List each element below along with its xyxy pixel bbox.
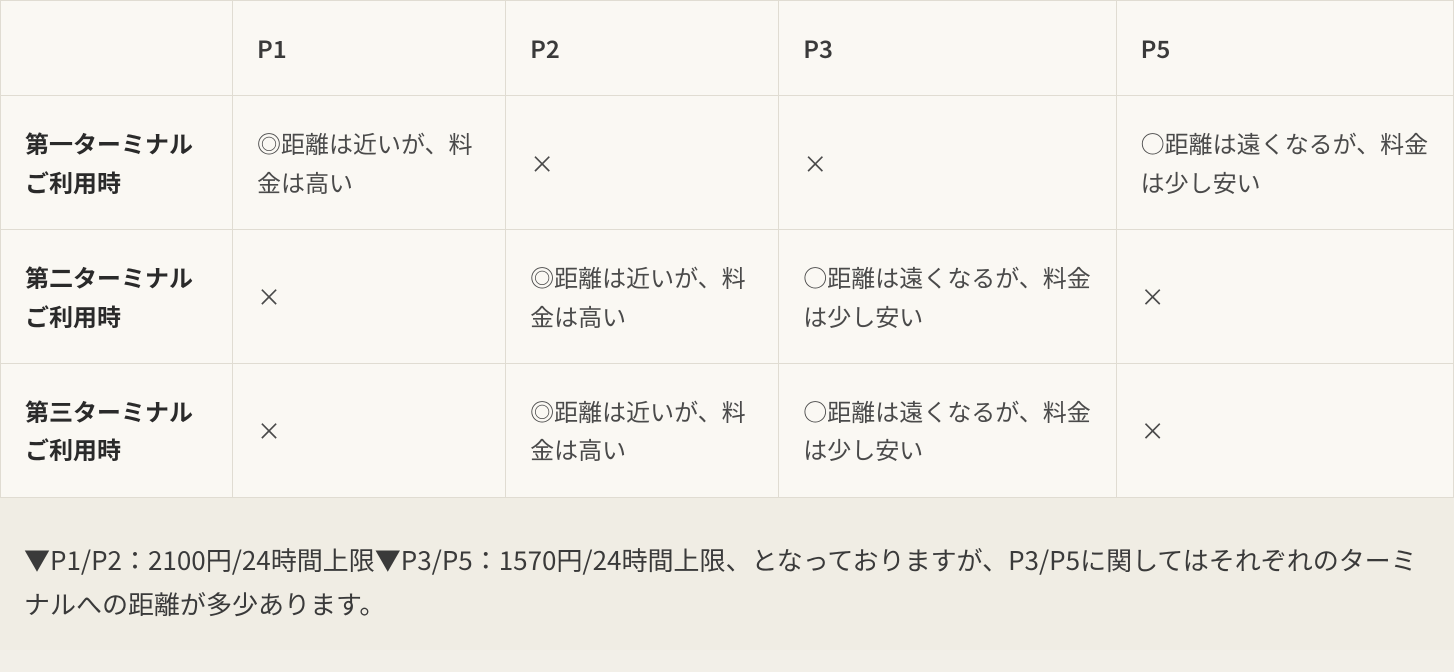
col-header-p5: P5 xyxy=(1116,1,1453,96)
cell-t2-p3: ○距離は遠くなるが、料金は少し安い xyxy=(779,230,1116,364)
cell-t2-p5: × xyxy=(1116,230,1453,364)
cell-t2-p2: ◎距離は近いが、料金は高い xyxy=(506,230,779,364)
table-row: 第一ターミナルご利用時 ◎距離は近いが、料金は高い × × ○距離は遠くなるが、… xyxy=(1,96,1454,230)
cell-t1-p3: × xyxy=(779,96,1116,230)
cell-t1-p1: ◎距離は近いが、料金は高い xyxy=(233,96,506,230)
table-header-row: P1 P2 P3 P5 xyxy=(1,1,1454,96)
col-header-p3: P3 xyxy=(779,1,1116,96)
cell-t3-p1: × xyxy=(233,363,506,497)
parking-comparison-table: P1 P2 P3 P5 第一ターミナルご利用時 ◎距離は近いが、料金は高い × … xyxy=(0,0,1454,498)
row-header-terminal2: 第二ターミナルご利用時 xyxy=(1,230,233,364)
corner-cell xyxy=(1,1,233,96)
page-container: P1 P2 P3 P5 第一ターミナルご利用時 ◎距離は近いが、料金は高い × … xyxy=(0,0,1454,650)
cell-t1-p5: ○距離は遠くなるが、料金は少し安い xyxy=(1116,96,1453,230)
cell-t1-p2: × xyxy=(506,96,779,230)
cell-t2-p1: × xyxy=(233,230,506,364)
table-row: 第二ターミナルご利用時 × ◎距離は近いが、料金は高い ○距離は遠くなるが、料金… xyxy=(1,230,1454,364)
row-header-terminal3: 第三ターミナルご利用時 xyxy=(1,363,233,497)
cell-t3-p5: × xyxy=(1116,363,1453,497)
cell-t3-p3: ○距離は遠くなるが、料金は少し安い xyxy=(779,363,1116,497)
row-header-terminal1: 第一ターミナルご利用時 xyxy=(1,96,233,230)
table-row: 第三ターミナルご利用時 × ◎距離は近いが、料金は高い ○距離は遠くなるが、料金… xyxy=(1,363,1454,497)
col-header-p1: P1 xyxy=(233,1,506,96)
footnote-text: ▼P1/P2：2100円/24時間上限▼P3/P5：1570円/24時間上限、と… xyxy=(0,498,1454,650)
cell-t3-p2: ◎距離は近いが、料金は高い xyxy=(506,363,779,497)
col-header-p2: P2 xyxy=(506,1,779,96)
